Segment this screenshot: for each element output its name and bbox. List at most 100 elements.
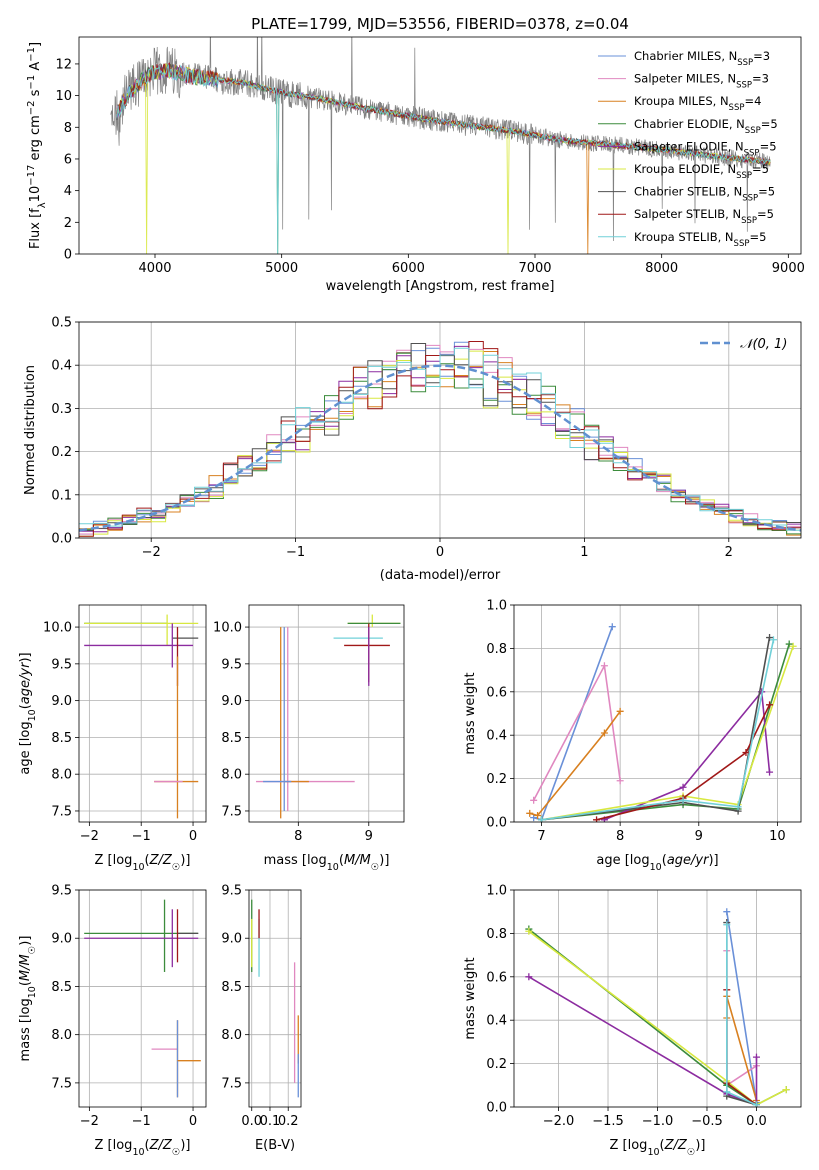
legend-base: Salpeter MILES, N [634,72,736,86]
label-part: −17 [26,165,37,186]
y-tick-label: 0 [64,248,72,263]
y-tick-label: 0.4 [486,1014,507,1029]
y-tick-label: 0.2 [486,1057,507,1072]
y-axis-label: age [log10(age/yr)] [18,652,38,774]
x-tick-label: 2 [725,545,733,560]
label-part: Z/Z [664,1138,688,1153]
label-part: )] [180,853,190,868]
x-tick-label: 0.0 [746,1114,767,1129]
plot-area [84,614,199,819]
gridlines [249,605,404,822]
x-tick-label: 9000 [772,261,805,276]
legend-sub: SSP [734,239,750,249]
x-tick-label: −2.0 [543,1114,575,1129]
y-tick-label: 6 [64,152,72,167]
normal-reference-curve [79,364,801,532]
legend-label-normal: 𝒩(0, 1) [740,337,787,352]
spectrum-panel: 4000 5000 6000 7000 8000 9000 0 2 4 6 8 10 12 wavelen… [26,36,805,294]
weight-marker [723,908,731,916]
ticks: −2 −1 0 1 2 0.0 0.1 0.2 0.3 0.4 0.5 [51,316,733,561]
x-axis-label: mass [log10(M/M☉)] [264,853,390,873]
weight-marker [752,1053,760,1061]
y-tick-label: 12 [55,57,72,72]
label-part: ☉ [371,862,380,873]
label-part: E(B-V) [255,1138,295,1153]
model-spectrum-2 [116,63,771,254]
y-tick-label: 0.0 [486,816,507,831]
x-tick-label: −2 [80,1114,99,1129]
plot-area [256,614,401,819]
weight-marker [593,816,601,822]
label-part: ( [339,853,344,868]
weight-marker [766,768,774,776]
gridlines [514,889,801,1108]
plot-area [525,908,790,1107]
y-tick-label: 0.8 [486,927,507,942]
label-part: 10 [132,1147,144,1158]
y-tick-label: 10.0 [213,621,242,636]
weight-marker [600,729,608,737]
label-part: ☉ [172,862,181,873]
plot-area [110,37,771,254]
weight-marker [616,707,624,715]
y-tick-label: 0.6 [486,970,507,985]
axes-frame [513,604,802,823]
label-part: −2 [26,100,37,115]
y-tick-label: 9.0 [51,932,72,947]
label-part: M/M [344,853,371,868]
label-part: A [28,62,43,75]
x-tick-label: 8 [294,829,302,844]
x-tick-label: 7 [537,829,545,844]
y-axis-label: Flux [fλ10−17 erg cm−2 s−1 A−1] [26,42,48,249]
y-tick-label: 8.5 [221,731,242,746]
x-tick-label: 0 [189,1114,197,1129]
y-tick-label: 9.0 [51,694,72,709]
weight-marker [723,921,731,929]
legend-sub: SSP [736,81,752,91]
gridlines [249,889,301,1107]
label-part: Flux [f [28,208,43,249]
x-tick-label: 9 [365,829,373,844]
label-part: 10 [650,862,662,873]
x-tick-label: 4000 [138,261,171,276]
legend-base: Kroupa ELODIE, N [634,162,736,176]
axes-frame [248,604,405,823]
label-part: Z/Z [149,1138,173,1153]
y-axis-label: Normed distribution [23,365,38,495]
y-tick-label: 8.0 [51,768,72,783]
observed-spectrum [110,37,771,242]
weight-marker [679,796,687,804]
y-axis-label: mass [log10(M/M☉)] [18,936,38,1062]
x-tick-label: −1 [286,545,305,560]
x-tick-label: −1 [132,1114,151,1129]
x-tick-label: −1.5 [592,1114,624,1129]
label-part: λ [37,202,48,208]
label-part: ( [660,1138,665,1153]
weight-marker [538,816,546,822]
legend-base: Kroupa MILES, N [634,94,729,108]
legend-base: Salpeter ELODIE, N [634,139,744,153]
y-tick-label: 0.0 [486,1101,507,1116]
label-part: age [log [596,853,649,868]
label-part: Z [log [610,1138,648,1153]
plot-area [526,623,797,822]
x-axis-label: age [log10(age/yr)] [596,853,718,873]
legend-base: Salpeter STELIB, N [634,207,741,221]
weight-line-7 [596,704,771,821]
weight-marker [742,749,750,757]
x-tick-label: 0.1 [260,1114,281,1129]
x-tick-label: 9 [695,829,703,844]
label-part: wavelength [Angstrom, rest frame] [326,279,555,294]
legend-sub: SSP [742,194,758,204]
y-tick-label: 0.8 [486,642,507,657]
y-tick-label: 8.0 [221,1028,242,1043]
label-part: )] [379,853,389,868]
label-part: 10 [132,862,144,873]
legend-tail: =4 [744,94,761,108]
legend-sub: SSP [744,148,760,158]
legend-label-2: Kroupa MILES, NSSP=4 [634,94,761,113]
label-part: (data-model)/error [380,568,501,583]
label-part: Normed distribution [23,365,38,495]
label-part: M/M [18,954,33,981]
legend-label-5: Kroupa ELODIE, NSSP=5 [634,162,769,181]
